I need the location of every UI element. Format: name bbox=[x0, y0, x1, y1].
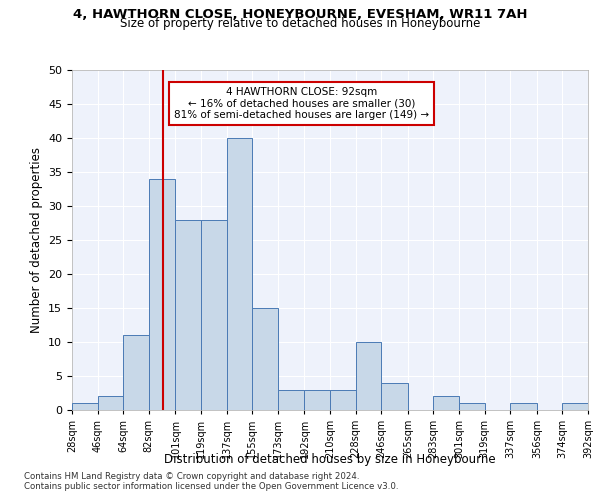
Text: Contains public sector information licensed under the Open Government Licence v3: Contains public sector information licen… bbox=[24, 482, 398, 491]
Text: 4 HAWTHORN CLOSE: 92sqm
← 16% of detached houses are smaller (30)
81% of semi-de: 4 HAWTHORN CLOSE: 92sqm ← 16% of detache… bbox=[174, 87, 429, 120]
Bar bbox=[381, 383, 408, 410]
Bar bbox=[278, 390, 304, 410]
Bar bbox=[123, 335, 149, 410]
Text: Distribution of detached houses by size in Honeybourne: Distribution of detached houses by size … bbox=[164, 452, 496, 466]
Text: Size of property relative to detached houses in Honeybourne: Size of property relative to detached ho… bbox=[120, 18, 480, 30]
Y-axis label: Number of detached properties: Number of detached properties bbox=[29, 147, 43, 333]
Bar bbox=[562, 403, 588, 410]
Bar bbox=[252, 308, 278, 410]
Bar bbox=[98, 396, 123, 410]
Bar bbox=[330, 390, 356, 410]
Bar bbox=[201, 220, 227, 410]
Bar bbox=[175, 220, 201, 410]
Bar bbox=[149, 179, 175, 410]
Text: 4, HAWTHORN CLOSE, HONEYBOURNE, EVESHAM, WR11 7AH: 4, HAWTHORN CLOSE, HONEYBOURNE, EVESHAM,… bbox=[73, 8, 527, 20]
Bar bbox=[356, 342, 381, 410]
Bar bbox=[72, 403, 98, 410]
Bar bbox=[510, 403, 537, 410]
Bar bbox=[227, 138, 252, 410]
Bar bbox=[304, 390, 330, 410]
Bar bbox=[459, 403, 485, 410]
Text: Contains HM Land Registry data © Crown copyright and database right 2024.: Contains HM Land Registry data © Crown c… bbox=[24, 472, 359, 481]
Bar bbox=[433, 396, 459, 410]
